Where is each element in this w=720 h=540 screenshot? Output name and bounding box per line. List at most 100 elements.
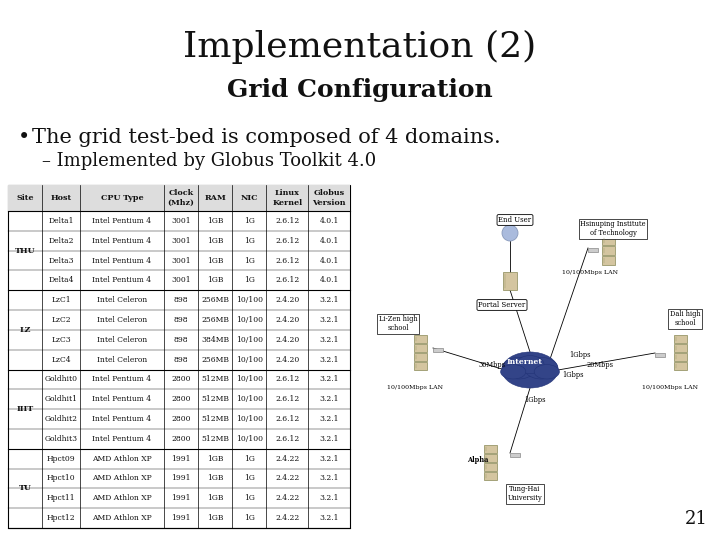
Text: 1GB: 1GB <box>207 514 223 522</box>
Text: 3.2.1: 3.2.1 <box>320 455 339 463</box>
Text: 2.6.12: 2.6.12 <box>275 256 300 265</box>
Text: 3.2.1: 3.2.1 <box>320 296 339 304</box>
Text: 21: 21 <box>685 510 708 528</box>
Bar <box>503 272 517 290</box>
Text: Goldhit3: Goldhit3 <box>45 435 78 443</box>
Bar <box>601 256 614 265</box>
Text: Goldhit2: Goldhit2 <box>45 415 78 423</box>
Text: 1G: 1G <box>244 514 255 522</box>
Text: 1G: 1G <box>244 217 255 225</box>
Bar <box>655 353 665 357</box>
Text: 3001: 3001 <box>171 276 191 285</box>
Text: 898: 898 <box>174 336 188 344</box>
Ellipse shape <box>502 357 536 379</box>
Text: Delta3: Delta3 <box>48 256 74 265</box>
Text: 2.4.22: 2.4.22 <box>275 475 300 482</box>
Text: •: • <box>18 128 30 147</box>
Text: 1GB: 1GB <box>207 217 223 225</box>
Text: 3.2.1: 3.2.1 <box>320 514 339 522</box>
Text: 3.2.1: 3.2.1 <box>320 316 339 324</box>
Text: Intel Pentium 4: Intel Pentium 4 <box>92 435 152 443</box>
Text: 3.2.1: 3.2.1 <box>320 395 339 403</box>
Text: Hsinuping Institute
of Technology: Hsinuping Institute of Technology <box>580 220 646 237</box>
Bar <box>601 246 614 255</box>
Text: 2.4.22: 2.4.22 <box>275 455 300 463</box>
Text: Delta2: Delta2 <box>48 237 74 245</box>
Text: 2.4.20: 2.4.20 <box>275 316 300 324</box>
Text: Linux
Kernel: Linux Kernel <box>272 190 302 207</box>
Text: 1991: 1991 <box>171 475 191 482</box>
Text: 10/100: 10/100 <box>235 415 263 423</box>
Text: 2.6.12: 2.6.12 <box>275 217 300 225</box>
Text: 512MB: 512MB <box>201 435 229 443</box>
Bar <box>8 185 350 211</box>
Text: 1991: 1991 <box>171 514 191 522</box>
Text: 1GB: 1GB <box>207 256 223 265</box>
Ellipse shape <box>500 364 526 379</box>
Text: 1G: 1G <box>244 455 255 463</box>
Text: AMD Athlon XP: AMD Athlon XP <box>92 494 152 502</box>
Text: LzC3: LzC3 <box>51 336 71 344</box>
Bar <box>510 453 520 457</box>
Text: Intel Celeron: Intel Celeron <box>97 356 147 363</box>
Circle shape <box>502 225 518 241</box>
Text: AMD Athlon XP: AMD Athlon XP <box>92 455 152 463</box>
Text: 1991: 1991 <box>171 455 191 463</box>
Bar <box>484 445 497 453</box>
Text: Grid Configuration: Grid Configuration <box>227 78 493 102</box>
Text: LZ: LZ <box>19 326 31 334</box>
Text: Hpct09: Hpct09 <box>47 455 76 463</box>
Text: 10/100Mbps LAN: 10/100Mbps LAN <box>387 385 443 390</box>
Text: 1GB: 1GB <box>207 475 223 482</box>
Text: 898: 898 <box>174 296 188 304</box>
Text: Alpha: Alpha <box>467 456 489 464</box>
Text: 2800: 2800 <box>171 395 191 403</box>
Text: 10/100: 10/100 <box>235 375 263 383</box>
Text: Clock
(Mhz): Clock (Mhz) <box>168 190 194 207</box>
Text: Portal Server: Portal Server <box>478 301 526 309</box>
Text: IIIT: IIIT <box>17 405 34 413</box>
Text: Site: Site <box>17 194 34 202</box>
Ellipse shape <box>516 356 544 374</box>
Text: 2.4.20: 2.4.20 <box>275 356 300 363</box>
Text: Goldhit1: Goldhit1 <box>45 395 78 403</box>
Text: Dali high
school: Dali high school <box>670 310 701 327</box>
Text: 3.2.1: 3.2.1 <box>320 356 339 363</box>
Text: 3.2.1: 3.2.1 <box>320 375 339 383</box>
Text: Intel Pentium 4: Intel Pentium 4 <box>92 256 152 265</box>
Text: Hpct11: Hpct11 <box>47 494 76 502</box>
Bar <box>484 472 497 480</box>
Text: AMD Athlon XP: AMD Athlon XP <box>92 475 152 482</box>
Text: 1GB: 1GB <box>207 494 223 502</box>
Text: 3001: 3001 <box>171 217 191 225</box>
Text: 10/100: 10/100 <box>235 356 263 363</box>
Text: 1G: 1G <box>244 237 255 245</box>
Bar <box>588 248 598 252</box>
Text: 4.0.1: 4.0.1 <box>320 256 339 265</box>
Text: 10/100Mbps LAN: 10/100Mbps LAN <box>642 385 698 390</box>
Text: Intel Pentium 4: Intel Pentium 4 <box>92 415 152 423</box>
Text: 2800: 2800 <box>171 375 191 383</box>
Text: THU: THU <box>15 247 35 255</box>
Text: 2.4.20: 2.4.20 <box>275 336 300 344</box>
Text: Intel Celeron: Intel Celeron <box>97 316 147 324</box>
Text: Li-Zen high
school: Li-Zen high school <box>379 315 418 332</box>
Text: – Implemented by Globus Toolkit 4.0: – Implemented by Globus Toolkit 4.0 <box>42 152 377 170</box>
Text: 512MB: 512MB <box>201 375 229 383</box>
Text: LzC4: LzC4 <box>51 356 71 363</box>
Text: 2.4.22: 2.4.22 <box>275 514 300 522</box>
Text: 2800: 2800 <box>171 415 191 423</box>
Bar <box>601 236 614 245</box>
Text: End User: End User <box>498 216 531 224</box>
Text: TU: TU <box>19 484 32 492</box>
Text: 4.0.1: 4.0.1 <box>320 217 339 225</box>
Text: 10/100: 10/100 <box>235 395 263 403</box>
Text: 3.2.1: 3.2.1 <box>320 475 339 482</box>
Text: 2.6.12: 2.6.12 <box>275 395 300 403</box>
Text: 512MB: 512MB <box>201 415 229 423</box>
Text: 1Gbps: 1Gbps <box>562 371 583 379</box>
Text: RAM: RAM <box>204 194 226 202</box>
Bar <box>673 344 686 352</box>
Text: Tung-Hai
University: Tung-Hai University <box>508 485 542 502</box>
Ellipse shape <box>534 364 559 379</box>
